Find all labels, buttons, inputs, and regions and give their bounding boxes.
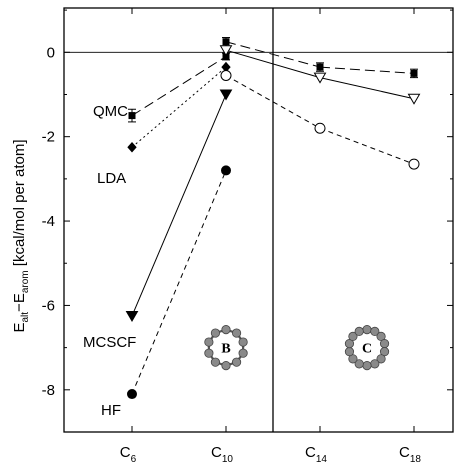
y-axis-title: Ealt−Earom [kcal/mol per atom] bbox=[11, 139, 31, 332]
ring-atom bbox=[344, 339, 355, 349]
point-hf bbox=[127, 389, 137, 400]
point-mcscf bbox=[219, 89, 233, 101]
y-tick-label: -2 bbox=[42, 129, 55, 146]
ring-atom bbox=[210, 328, 221, 338]
point-qmc bbox=[410, 69, 418, 77]
point-qmc bbox=[316, 63, 324, 71]
ring-atom bbox=[370, 326, 380, 337]
ring-c: C bbox=[344, 325, 390, 371]
ring-atom bbox=[376, 354, 386, 364]
ring-atom bbox=[376, 331, 386, 341]
ring-atom bbox=[348, 331, 358, 341]
plot-frame bbox=[63, 7, 454, 433]
svg-text:Ealt−Earom [kcal/mol per atom]: Ealt−Earom [kcal/mol per atom] bbox=[11, 139, 31, 332]
ring-atom bbox=[362, 361, 372, 371]
ring-atom bbox=[231, 357, 242, 367]
ring-letter: B bbox=[221, 342, 230, 357]
series-mcscf bbox=[125, 45, 421, 322]
ring-atom bbox=[238, 348, 248, 358]
series-line-qmc bbox=[225, 41, 321, 68]
ring-atom bbox=[344, 347, 355, 357]
point-hf bbox=[314, 122, 326, 134]
ring-atom bbox=[221, 325, 231, 335]
ring-atom bbox=[348, 354, 358, 364]
ring-atom bbox=[379, 347, 390, 357]
series-label-hf: HF bbox=[101, 402, 121, 419]
ring-atom bbox=[204, 348, 214, 358]
point-mcscf bbox=[407, 93, 421, 105]
y-tick-label: 0 bbox=[47, 44, 55, 61]
ring-atom bbox=[221, 361, 231, 371]
x-tick-label: C18 bbox=[399, 444, 421, 465]
series-label-qmc: QMC bbox=[93, 103, 128, 120]
ring-atom bbox=[210, 357, 221, 367]
point-lda bbox=[127, 141, 137, 153]
y-ticks: 0 -2 -4 -6 -8 bbox=[42, 9, 453, 433]
point-hf bbox=[220, 70, 232, 82]
point-mcscf bbox=[219, 45, 233, 57]
point-mcscf bbox=[313, 72, 327, 84]
ring-atom bbox=[354, 359, 364, 369]
series-line-hf bbox=[319, 127, 415, 165]
y-tick-label: -4 bbox=[42, 213, 55, 230]
series-label-lda: LDA bbox=[97, 170, 126, 187]
series-line-lda bbox=[131, 66, 227, 148]
series-hf bbox=[127, 70, 420, 400]
series-line-qmc bbox=[131, 56, 227, 117]
ring-letter: C bbox=[362, 342, 372, 357]
y-tick-label: -6 bbox=[42, 297, 55, 314]
series-line-mcscf bbox=[319, 77, 415, 100]
series-layer bbox=[125, 37, 421, 400]
x-tick-label: C6 bbox=[120, 444, 137, 465]
series-line-hf bbox=[131, 170, 227, 395]
ring-atom bbox=[362, 325, 372, 335]
x-ticks: C6 C10 C14 C18 bbox=[120, 8, 421, 465]
ring-atom bbox=[231, 328, 242, 338]
point-qmc bbox=[128, 112, 136, 120]
x-tick-label: C14 bbox=[305, 444, 327, 465]
series-lda bbox=[127, 61, 231, 153]
x-tick-label: C10 bbox=[211, 444, 233, 465]
series-line-mcscf bbox=[225, 49, 321, 79]
ring-b: B bbox=[204, 325, 248, 371]
series-line-mcscf bbox=[131, 94, 227, 317]
ring-atom bbox=[370, 359, 380, 369]
point-qmc bbox=[222, 38, 230, 46]
ring-atom bbox=[354, 326, 364, 337]
point-hf bbox=[221, 165, 231, 176]
series-label-mcscf: MCSCF bbox=[83, 334, 136, 351]
ring-atom bbox=[379, 339, 390, 349]
ring-atom bbox=[238, 337, 248, 347]
point-mcscf bbox=[125, 310, 139, 322]
point-hf bbox=[408, 158, 420, 170]
series-line-qmc bbox=[319, 66, 415, 74]
ring-atom bbox=[204, 337, 214, 347]
y-tick-label: -8 bbox=[42, 382, 55, 399]
